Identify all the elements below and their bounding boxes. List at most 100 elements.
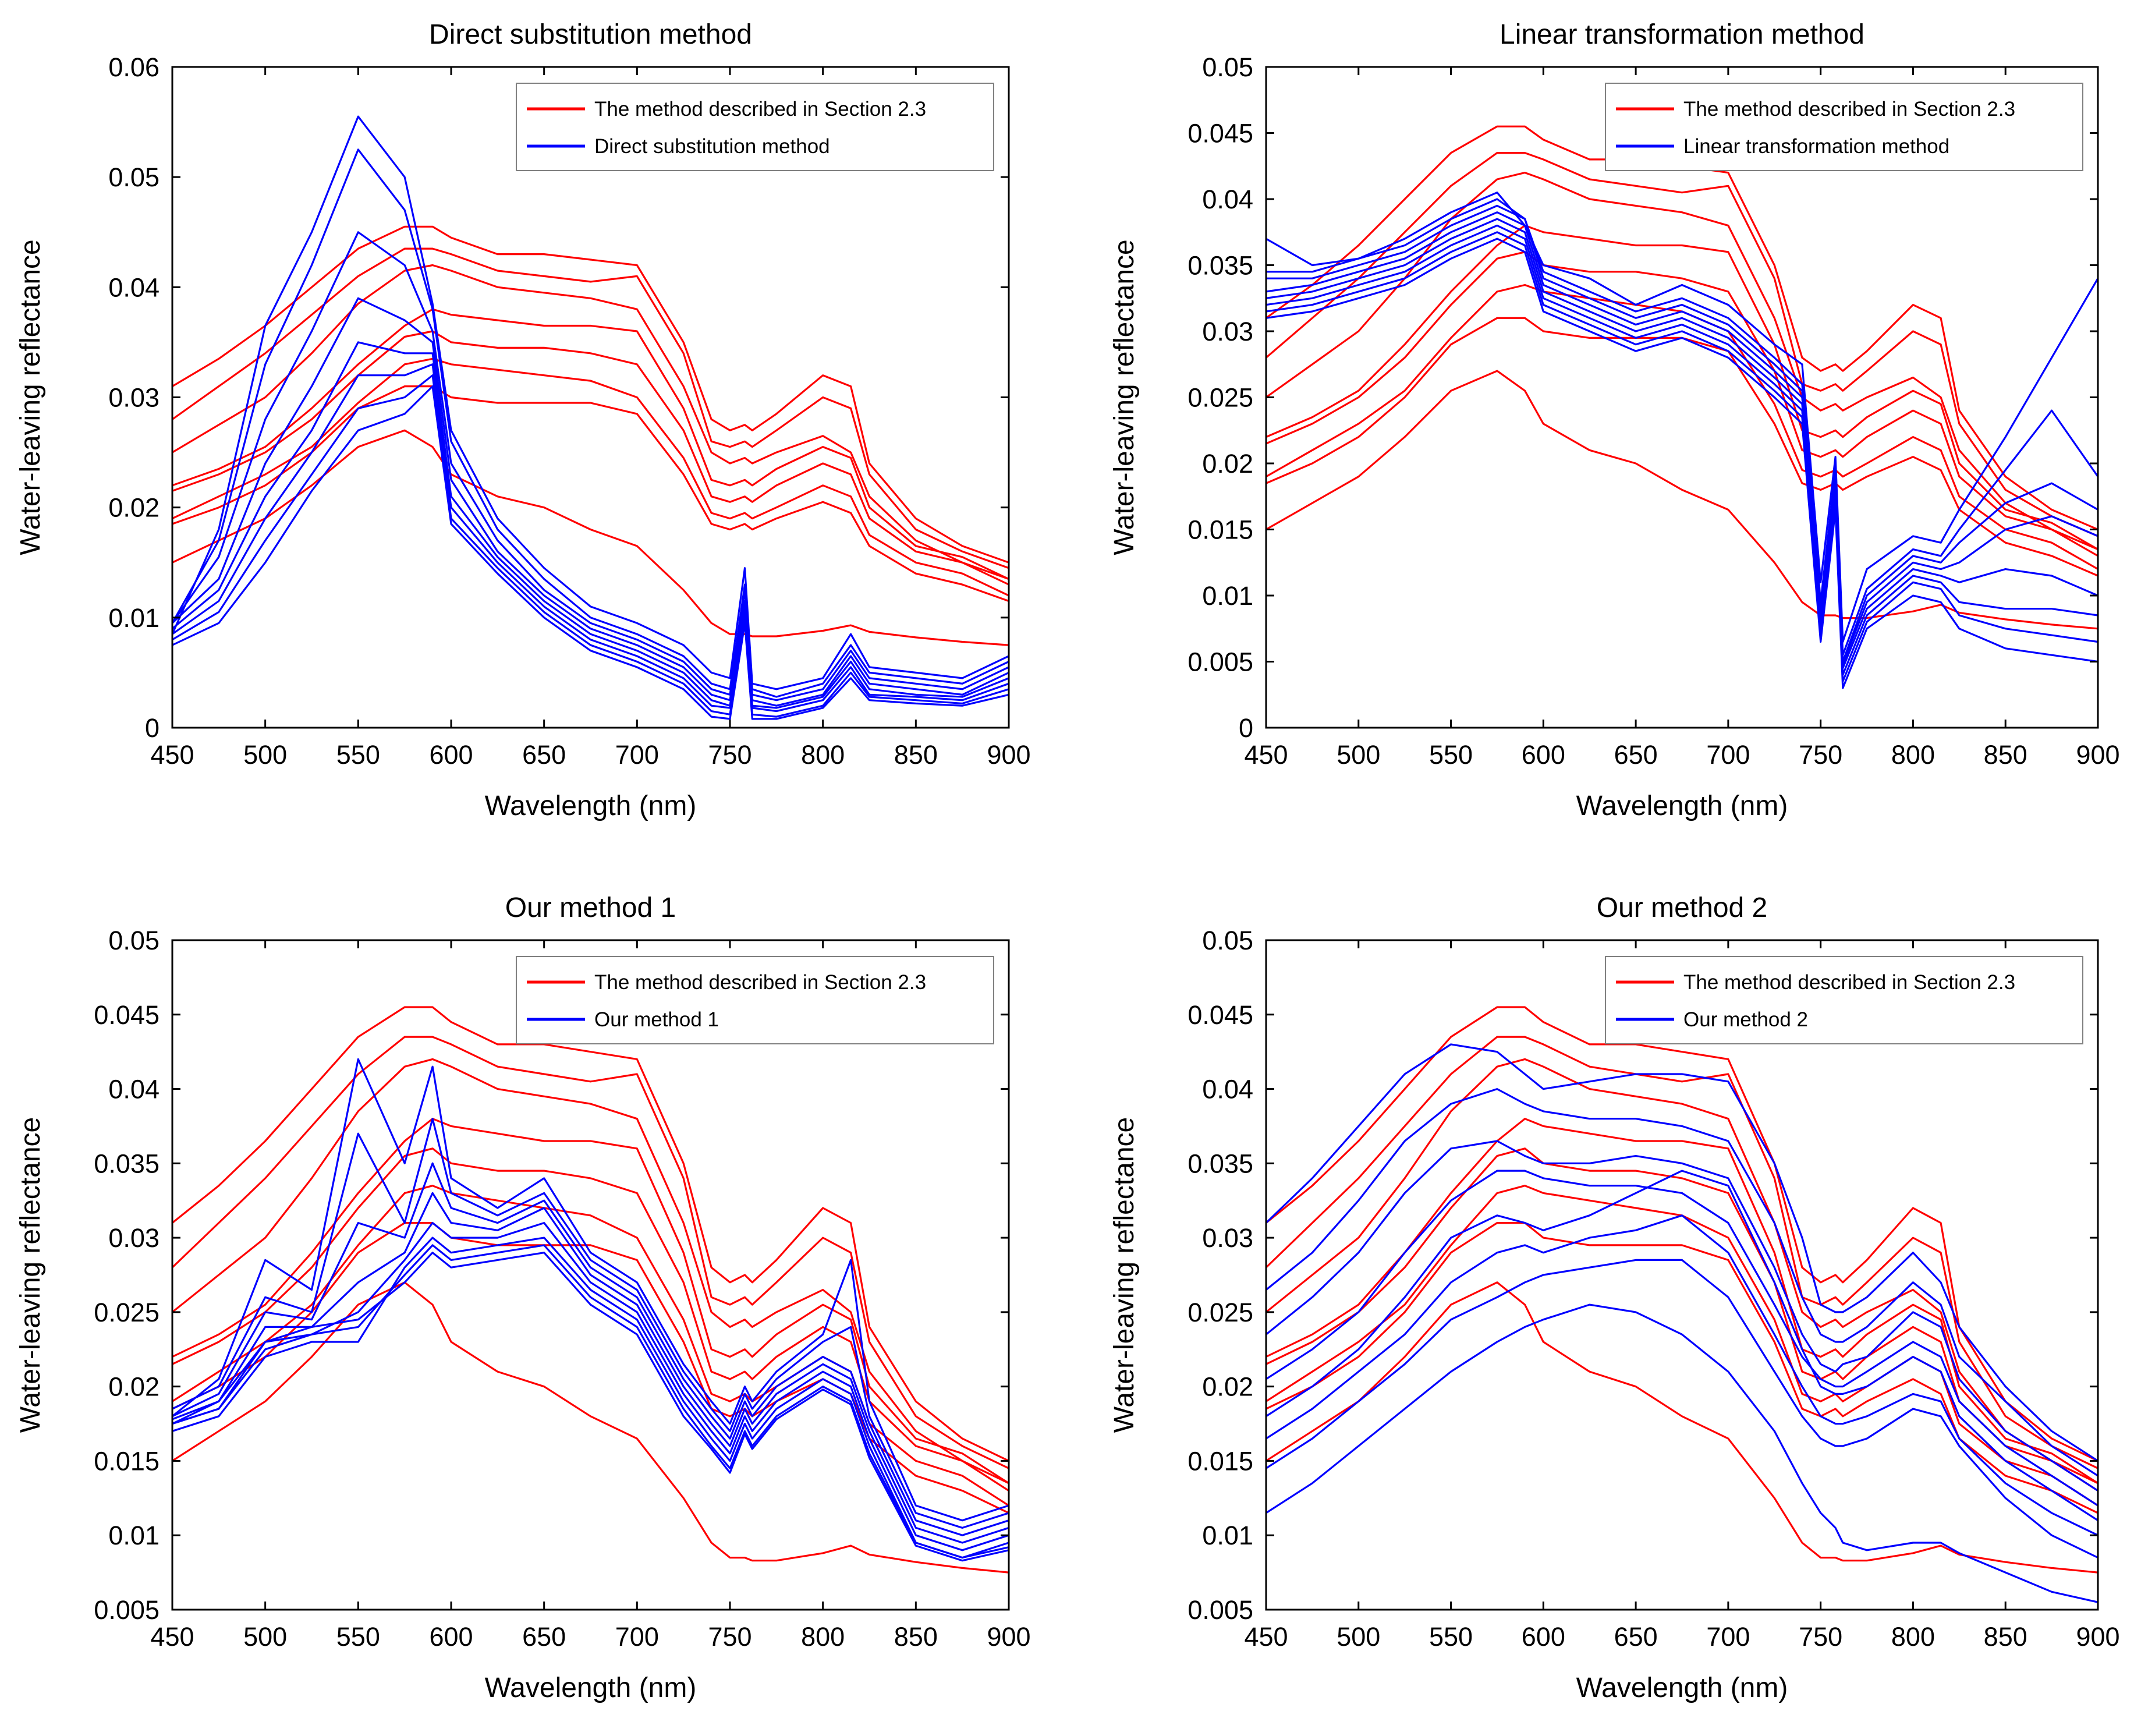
x-tick-label: 450 (1244, 1622, 1288, 1652)
reference-series-line-4 (172, 1147, 1009, 1491)
chart-title: Our method 2 (1597, 892, 1767, 923)
x-tick-label: 700 (615, 740, 659, 770)
y-tick-label: 0.03 (1202, 317, 1253, 346)
x-axis-label: Wavelength (nm) (1576, 1673, 1788, 1703)
y-tick-label: 0.045 (1187, 1000, 1253, 1030)
compared-series-line-13 (172, 1237, 1009, 1559)
chart-panel-direct-substitution: Direct substitution method 450 500 550 600 65… (15, 19, 1031, 821)
legend-box (1605, 956, 2083, 1044)
reference-series-line-2 (172, 1058, 1009, 1485)
reference-series-line-5 (1266, 284, 2098, 570)
y-tick-label: 0.05 (108, 926, 159, 955)
x-tick-label: 700 (1706, 740, 1750, 770)
reference-series-line-1 (172, 1036, 1009, 1469)
y-tick-label: 0.04 (1202, 1075, 1253, 1104)
y-tick-label: 0.005 (94, 1595, 159, 1625)
y-tick-label: 0 (1239, 713, 1253, 743)
y-tick-label: 0 (145, 713, 159, 743)
x-tick-label: 650 (1614, 1622, 1658, 1652)
x-tick-label: 500 (243, 1622, 287, 1652)
reference-series-line-7 (172, 1281, 1009, 1574)
compared-series-line-14 (172, 374, 1009, 718)
legend: The method described in Section 2.3 Our m… (1605, 956, 2083, 1044)
compared-series-line-8 (172, 115, 1009, 690)
compared-series-line-8 (172, 1058, 1009, 1522)
reference-series-line-0 (172, 1006, 1009, 1462)
reference-series-line-6 (172, 385, 1009, 603)
reference-series-line-5 (172, 357, 1009, 597)
chart-panel-our-method-1: Our method 1 450 500 550 600 650 700 750 800 850 9… (15, 892, 1031, 1703)
y-tick-label: 0.035 (1187, 1149, 1253, 1178)
x-tick-label: 450 (150, 1622, 194, 1652)
y-tick-label: 0.02 (108, 493, 159, 523)
x-tick-label: 800 (1891, 740, 1935, 770)
reference-series-line-1 (1266, 1036, 2098, 1469)
legend-box (516, 83, 994, 171)
compared-series-line-11 (1266, 211, 2098, 665)
x-tick-label: 600 (429, 1622, 473, 1652)
chart-title: Direct substitution method (429, 19, 752, 50)
reference-series-line-3 (1266, 224, 2098, 550)
x-tick-label: 600 (1522, 1622, 1565, 1652)
axes-frame (171, 939, 1010, 1611)
x-tick-label: 650 (1614, 740, 1658, 770)
compared-series-line-14 (1266, 1259, 2098, 1559)
y-axis-label: Water-leaving reflectance (1109, 1117, 1140, 1433)
x-axis-label: Wavelength (nm) (485, 791, 697, 821)
x-tick-label: 850 (894, 740, 938, 770)
x-tick-label: 550 (336, 740, 380, 770)
y-tick-label: 0.04 (108, 272, 159, 302)
legend-entry-label: The method described in Section 2.3 (594, 98, 926, 121)
chart-panel-linear-transformation: Linear transformation method 450 500 550 600… (1109, 19, 2120, 821)
compared-series-line-13 (1266, 224, 2098, 676)
x-tick-label: 850 (1984, 740, 2027, 770)
x-axis-label: Wavelength (nm) (1576, 791, 1788, 821)
x-tick-label: 600 (1522, 740, 1565, 770)
x-tick-label: 850 (894, 1622, 938, 1652)
compared-series-line-9 (172, 148, 1009, 698)
y-tick-label: 0.04 (1202, 185, 1253, 214)
reference-series-line-3 (172, 1118, 1009, 1485)
y-tick-label: 0.045 (94, 1000, 159, 1030)
compared-series-line-10 (1266, 204, 2098, 663)
x-tick-label: 800 (801, 740, 845, 770)
x-tick-label: 750 (708, 1622, 751, 1652)
x-tick-label: 450 (150, 740, 194, 770)
y-tick-label: 0.05 (1202, 52, 1253, 82)
reference-series-line-4 (1266, 251, 2098, 557)
legend-entry-label: Direct substitution method (594, 135, 830, 158)
compared-series-line-9 (1266, 198, 2098, 656)
x-tick-label: 450 (1244, 740, 1288, 770)
y-axis-label: Water-leaving reflectance (15, 239, 46, 555)
y-tick-label: 0.015 (1187, 515, 1253, 545)
y-tick-label: 0.035 (94, 1149, 159, 1178)
series-lines (172, 1006, 1009, 1574)
reference-series-line-2 (1266, 172, 2098, 551)
y-tick-label: 0.03 (108, 383, 159, 413)
series-lines (1266, 125, 2098, 689)
x-tick-label: 600 (429, 740, 473, 770)
chart-title: Linear transformation method (1500, 19, 1864, 50)
legend-box (516, 956, 994, 1044)
x-tick-label: 550 (336, 1622, 380, 1652)
compared-series-line-11 (172, 297, 1009, 707)
y-tick-label: 0.03 (1202, 1223, 1253, 1253)
y-tick-label: 0.01 (1202, 581, 1253, 611)
x-tick-label: 750 (708, 740, 751, 770)
y-tick-label: 0.005 (1187, 1595, 1253, 1625)
y-tick-label: 0.02 (1202, 1372, 1253, 1402)
compared-series-line-10 (172, 231, 1009, 702)
compared-series-line-10 (172, 1162, 1009, 1536)
x-tick-label: 900 (2076, 1622, 2119, 1652)
y-tick-label: 0.005 (1187, 647, 1253, 677)
x-tick-label: 750 (1799, 740, 1842, 770)
x-tick-label: 500 (1337, 740, 1380, 770)
compared-series-line-15 (1266, 238, 2098, 689)
legend-entry-label: Linear transformation method (1683, 135, 1949, 158)
legend-box (1605, 83, 2083, 171)
x-tick-label: 650 (522, 740, 566, 770)
y-axis-label: Water-leaving reflectance (15, 1117, 46, 1433)
reference-series-line-0 (1266, 125, 2098, 530)
legend: The method described in Section 2.3 Direc… (516, 83, 994, 171)
